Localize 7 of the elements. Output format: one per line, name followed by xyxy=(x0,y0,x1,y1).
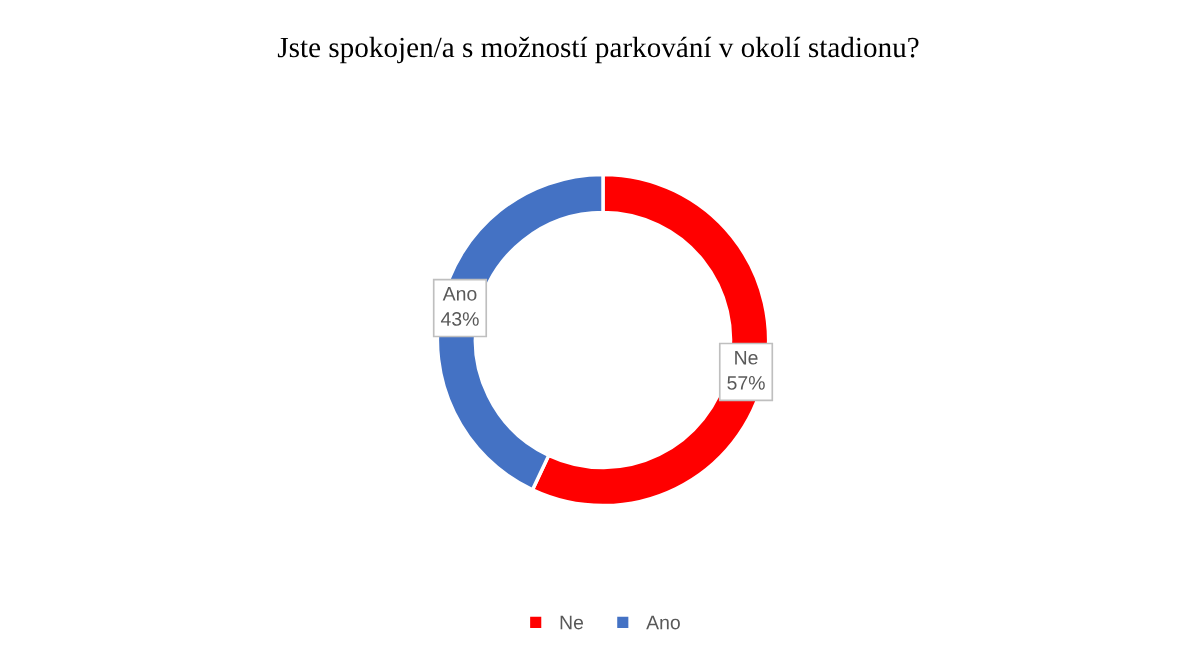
legend-label: Ne xyxy=(560,615,584,630)
data-label: 43% xyxy=(440,312,479,326)
legend-label: Ano xyxy=(646,615,680,630)
data-label: 57% xyxy=(727,376,765,390)
slice-label: Ano xyxy=(442,287,477,301)
slice-label: Ne xyxy=(735,351,758,365)
chart-title: Jste spokojen/a s možností parkování v okolí stadionu? xyxy=(277,36,919,64)
